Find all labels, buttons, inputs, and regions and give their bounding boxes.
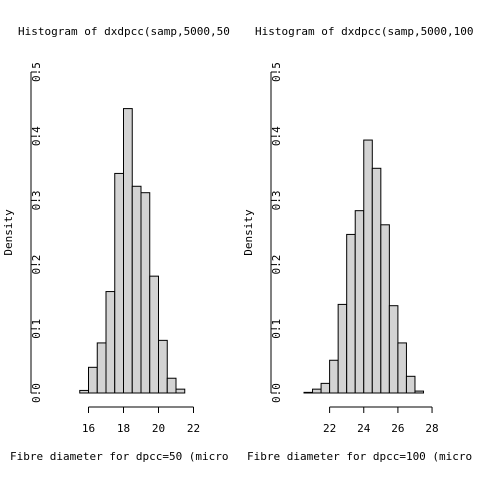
histogram-bar <box>123 108 133 394</box>
x-axis-label: Fibre diameter for dpcc=100 (micro <box>247 450 472 463</box>
histogram-bar <box>354 210 365 394</box>
chart-title: Histogram of dxdpcc(samp,5000,50 <box>18 25 230 38</box>
y-tick-label: 0.5 <box>30 62 43 82</box>
histogram-bar <box>371 167 382 394</box>
histogram-bar <box>140 192 151 394</box>
histogram-bar <box>166 377 177 394</box>
x-tick-label: 16 <box>82 422 95 435</box>
histogram-bar <box>312 388 322 394</box>
histogram-bar <box>346 233 356 394</box>
x-tick-label: 22 <box>187 422 200 435</box>
histogram-bar <box>175 388 186 394</box>
histogram-bar <box>303 391 314 394</box>
y-tick-label: 0.3 <box>270 190 283 210</box>
histogram-panel-2: Histogram of dxdpcc(samp,5000,100 0.0 0.1 0… <box>242 25 474 463</box>
x-tick-label: 22 <box>323 422 336 435</box>
x-tick-label: 28 <box>425 422 438 435</box>
y-axis-label: Density <box>242 209 255 256</box>
histogram-bar <box>320 382 331 394</box>
histogram-bar <box>405 375 416 394</box>
histogram-bar <box>79 389 89 394</box>
y-tick-label: 0.0 <box>30 383 43 403</box>
y-tick-label: 0.4 <box>270 126 283 146</box>
histogram-bar <box>88 366 98 394</box>
histogram-bar <box>329 359 339 394</box>
histogram-bar <box>388 305 399 394</box>
histogram-bar <box>149 275 159 394</box>
histogram-bar <box>131 185 142 394</box>
x-tick-label: 24 <box>357 422 371 435</box>
y-tick-label: 0.5 <box>270 62 283 82</box>
histogram-bar <box>363 139 373 394</box>
y-tick-label: 0.2 <box>270 255 283 275</box>
histogram-bar <box>158 339 168 394</box>
x-tick-label: 20 <box>152 422 165 435</box>
x-tick-label: 18 <box>117 422 130 435</box>
histogram-bar <box>114 172 124 394</box>
histogram-bar <box>414 390 425 394</box>
chart-title: Histogram of dxdpcc(samp,5000,100 <box>255 25 474 38</box>
y-tick-label: 0.2 <box>30 255 43 275</box>
y-tick-label: 0.4 <box>30 126 43 146</box>
histogram-bar <box>337 303 348 394</box>
y-tick-label: 0.1 <box>30 319 43 339</box>
y-axis-label: Density <box>2 209 15 256</box>
x-axis-label: Fibre diameter for dpcc=50 (micro <box>10 450 229 463</box>
histogram-panel-1: Histogram of dxdpcc(samp,5000,50 0.0 0.1 0.… <box>2 25 230 463</box>
histogram-bar <box>105 291 116 394</box>
histogram-bar <box>380 224 390 394</box>
histogram-bar <box>96 342 107 394</box>
y-tick-label: 0.1 <box>270 319 283 339</box>
histogram-bar <box>397 342 407 394</box>
x-tick-label: 26 <box>391 422 404 435</box>
y-tick-label: 0.0 <box>270 383 283 403</box>
y-tick-label: 0.3 <box>30 190 43 210</box>
